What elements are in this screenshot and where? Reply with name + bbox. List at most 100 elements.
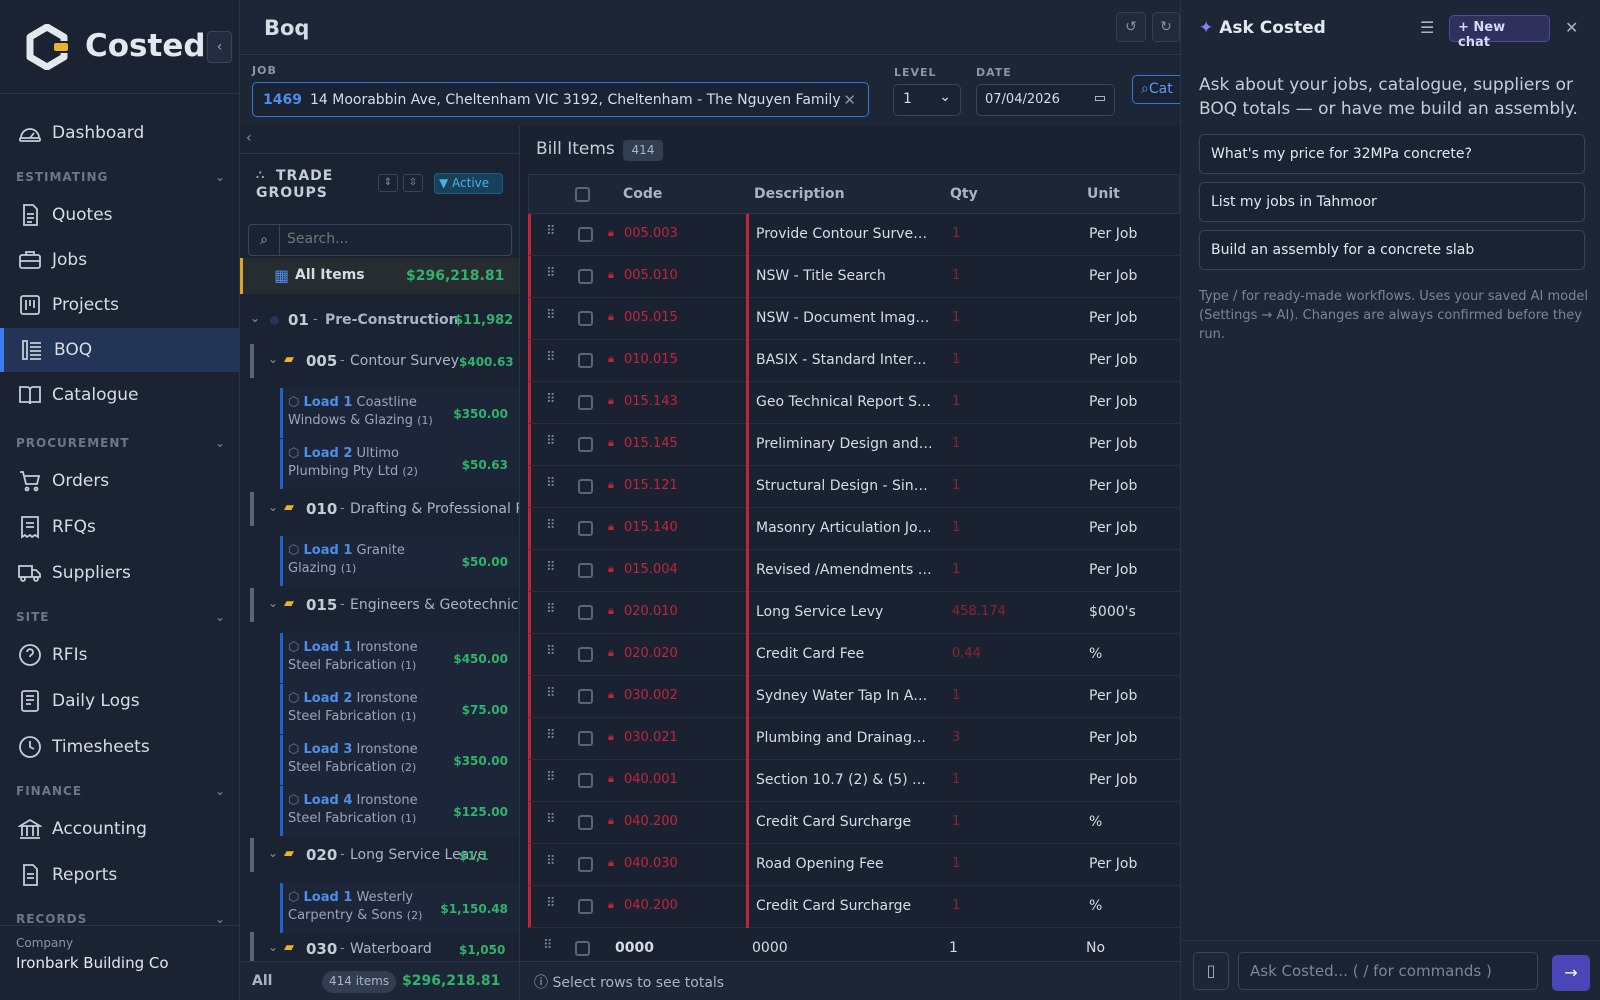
table-row[interactable]: ⠿ 🔒︎ 020.020 Credit Card Fee 0.44% (528, 634, 1180, 676)
sidebar-item-rfis[interactable]: RFIs (0, 633, 240, 677)
row-checkbox[interactable] (578, 311, 593, 326)
sidebar-item-suppliers[interactable]: Suppliers (0, 551, 240, 595)
drag-handle-icon[interactable]: ⠿ (546, 770, 555, 785)
table-row[interactable]: ⠿ 🔒︎ 040.001 Section 10.7 (2) & (5) Cert...… (528, 760, 1180, 802)
section-records[interactable]: RECORDS ⌄ (16, 912, 226, 926)
company-switcher[interactable]: Company Ironbark Building Co (0, 925, 240, 1000)
drag-handle-icon[interactable]: ⠿ (546, 812, 555, 827)
drag-handle-icon[interactable]: ⠿ (546, 308, 555, 323)
select-all-checkbox[interactable] (575, 187, 590, 202)
section-procurement[interactable]: PROCUREMENT ⌄ (16, 436, 226, 450)
chevron-left-icon[interactable]: ‹ (246, 130, 252, 146)
row-checkbox[interactable] (578, 353, 593, 368)
drag-handle-icon[interactable]: ⠿ (546, 266, 555, 281)
sidebar-item-orders[interactable]: Orders (0, 459, 240, 503)
load-row[interactable]: ⬡ Load 1 Coastline Windows & Glazing (1)… (280, 388, 519, 438)
load-row[interactable]: ⬡ Load 1 Westerly Carpentry & Sons (2) $1… (280, 883, 519, 933)
level-select[interactable]: 1 ⌄ (893, 84, 961, 116)
row-checkbox[interactable] (578, 857, 593, 872)
load-row[interactable]: ⬡ Load 1 Ironstone Steel Fabrication (1)… (280, 633, 519, 683)
column-header-unit[interactable]: Unit (1087, 186, 1120, 202)
redo-icon[interactable]: ↻ (1152, 12, 1180, 42)
suggestion-build-assembly[interactable]: Build an assembly for a concrete slab (1199, 230, 1585, 270)
row-checkbox[interactable] (578, 227, 593, 242)
load-row[interactable]: ⬡ Load 2 Ironstone Steel Fabrication (1)… (280, 684, 519, 734)
table-row[interactable]: ⠿ 🔒︎ 020.010 Long Service Levy 458.174 $000's (528, 592, 1180, 634)
sidebar-item-quotes[interactable]: Quotes (0, 193, 240, 237)
load-row[interactable]: ⬡ Load 4 Ironstone Steel Fabrication (1)… (280, 786, 519, 836)
suggestion-concrete-price[interactable]: What's my price for 32MPa concrete? (1199, 134, 1585, 174)
row-checkbox[interactable] (578, 899, 593, 914)
row-checkbox[interactable] (578, 689, 593, 704)
row-checkbox[interactable] (578, 395, 593, 410)
drag-handle-icon[interactable]: ⠿ (546, 224, 555, 239)
column-header-code[interactable]: Code (623, 186, 663, 202)
drag-handle-icon[interactable]: ⠿ (546, 350, 555, 365)
section-row[interactable]: ⌄ ▰ 010- Drafting & Professional Re (250, 492, 519, 526)
table-row[interactable]: ⠿ 🔒︎ 015.145 Preliminary Design and D... 1 Pe… (528, 424, 1180, 466)
table-row[interactable]: ⠿ 🔒︎ 015.004 Revised /Amendments to... 1 Per … (528, 550, 1180, 592)
undo-icon[interactable]: ↺ (1116, 12, 1146, 42)
sidebar-item-daily-logs[interactable]: Daily Logs (0, 679, 240, 723)
row-checkbox[interactable] (578, 815, 593, 830)
section-site[interactable]: SITE ⌄ (16, 610, 226, 624)
drag-handle-icon[interactable]: ⠿ (546, 518, 555, 533)
column-header-description[interactable]: Description (754, 186, 845, 202)
group-row-01[interactable]: ⌄ 01 - Pre-Construction $11,982 (240, 302, 519, 336)
attach-icon[interactable]: ▯ (1193, 952, 1229, 990)
sidebar-item-dashboard[interactable]: Dashboard (0, 111, 240, 155)
new-chat-button[interactable]: + New chat (1449, 15, 1550, 50)
sidebar-item-boq[interactable]: BOQ (0, 328, 240, 372)
row-checkbox[interactable] (575, 941, 590, 956)
row-checkbox[interactable] (578, 437, 593, 452)
search-input[interactable] (287, 231, 507, 247)
drag-handle-icon[interactable]: ⠿ (546, 854, 555, 869)
table-row[interactable]: ⠿ 🔒︎ 015.140 Masonry Articulation Joi... 1 Pe… (528, 508, 1180, 550)
table-row[interactable]: ⠿ 🔒︎ 040.200 Credit Card Surcharge 1% (528, 886, 1180, 928)
row-checkbox[interactable] (578, 479, 593, 494)
drag-handle-icon[interactable]: ⠿ (546, 728, 555, 743)
row-checkbox[interactable] (578, 647, 593, 662)
load-row[interactable]: ⬡ Load 3 Ironstone Steel Fabrication (2)… (280, 735, 519, 785)
sidebar-item-projects[interactable]: Projects (0, 283, 240, 327)
load-row[interactable]: ⬡ Load 2 Ultimo Plumbing Pty Ltd (2) $50.… (280, 439, 519, 489)
drag-handle-icon[interactable]: ⠿ (546, 644, 555, 659)
sidebar-item-accounting[interactable]: Accounting (0, 807, 240, 851)
drag-handle-icon[interactable]: ⠿ (546, 434, 555, 449)
drag-handle-icon[interactable]: ⠿ (546, 602, 555, 617)
table-row[interactable]: ⠿ 🔒︎ 005.010 NSW - Title Search 1 Per Job (528, 256, 1180, 298)
assistant-input[interactable]: Ask Costed... ( / for commands ) (1238, 952, 1538, 990)
trade-group-search[interactable]: ⌕ (248, 224, 512, 256)
table-row[interactable]: ⠿ 🔒︎ 015.121 Structural Design - Single... 1… (528, 466, 1180, 508)
drag-handle-icon[interactable]: ⠿ (546, 476, 555, 491)
row-checkbox[interactable] (578, 731, 593, 746)
expand-all-icon[interactable]: ⇕ (378, 174, 398, 192)
section-row[interactable]: ⌄ ▰ 015- Engineers & Geotechnica (250, 588, 519, 622)
table-row[interactable]: ⠿ 🔒︎ 005.015 NSW - Document Image - ... 1 Per… (528, 298, 1180, 340)
date-input[interactable]: 07/04/2026 ▭ (976, 84, 1115, 116)
row-checkbox[interactable] (578, 521, 593, 536)
table-row[interactable]: ⠿ 🔒︎ 010.015 BASIX - Standard Internal... 1 P… (528, 340, 1180, 382)
row-checkbox[interactable] (578, 773, 593, 788)
table-row[interactable]: ⠿ 🔒︎ 015.143 Geo Technical Report Soil... 1 P… (528, 382, 1180, 424)
section-row[interactable]: ⌄ ▰ 005- Contour Survey $400.63 (250, 344, 519, 378)
active-filter-button[interactable]: ▼ Active (434, 173, 503, 194)
table-row[interactable]: ⠿ 🔒︎ 030.002 Sydney Water Tap In Appl... 1 Pe… (528, 676, 1180, 718)
drag-handle-icon[interactable]: ⠿ (543, 938, 552, 953)
history-menu-icon[interactable]: ☰ (1420, 18, 1435, 37)
table-row[interactable]: ⠿ 🔒︎ 040.200 Credit Card Surcharge 1% (528, 802, 1180, 844)
send-icon[interactable]: → (1552, 955, 1590, 991)
sidebar-item-rfqs[interactable]: RFQs (0, 505, 240, 549)
collapse-all-icon[interactable]: ⇳ (403, 174, 423, 192)
column-header-qty[interactable]: Qty (950, 186, 978, 202)
drag-handle-icon[interactable]: ⠿ (546, 560, 555, 575)
table-row[interactable]: ⠿ 🔒︎ 030.021 Plumbing and Drainage A... 3 Per… (528, 718, 1180, 760)
section-estimating[interactable]: ESTIMATING ⌄ (16, 170, 226, 184)
drag-handle-icon[interactable]: ⠿ (546, 686, 555, 701)
job-select[interactable]: 1469 14 Moorabbin Ave, Cheltenham VIC 31… (252, 82, 869, 117)
all-items-row[interactable]: ▦ All Items $296,218.81 (240, 258, 519, 294)
row-checkbox[interactable] (578, 563, 593, 578)
row-checkbox[interactable] (578, 605, 593, 620)
close-icon[interactable]: ✕ (1565, 18, 1579, 37)
section-finance[interactable]: FINANCE ⌄ (16, 784, 226, 798)
